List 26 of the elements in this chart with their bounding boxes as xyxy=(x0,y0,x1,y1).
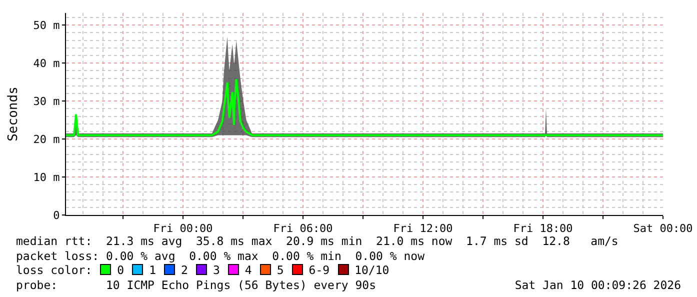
line-series xyxy=(66,78,663,136)
y-tick-label: 40 m xyxy=(33,56,60,70)
x-tick-label: Fri 06:00 xyxy=(273,222,333,236)
y-tick-label: 30 m xyxy=(33,94,60,108)
x-tick-label: Fri 00:00 xyxy=(153,222,213,236)
x-tick-label: Fri 12:00 xyxy=(393,222,453,236)
y-tick-label: 20 m xyxy=(33,132,60,146)
x-tick-label: Fri 18:00 xyxy=(513,222,573,236)
text: 4 xyxy=(244,263,252,277)
text: median rtt: 21.3 ms avg 35.8 ms max 20.9 ms min 21.0 ms now 1.7 ms sd 12.8 am/s xyxy=(16,234,618,248)
text: 10/10 xyxy=(354,263,390,277)
text: Sat Jan 10 00:09:26 2026 xyxy=(514,278,681,292)
text: packet loss: 0.00 % avg 0.00 % max 0.00 % min 0.00 % now xyxy=(16,248,424,262)
text: probe: 10 ICMP Echo Pings (56 Bytes) every 90s xyxy=(16,278,376,292)
text: 0 xyxy=(117,263,124,277)
y-tick-label: 50 m xyxy=(33,19,60,32)
text: 6-9 xyxy=(308,263,330,277)
text: loss color: xyxy=(16,263,92,277)
text: 3 xyxy=(212,263,220,277)
text: 2 xyxy=(181,263,188,277)
text: 1 xyxy=(149,263,156,277)
y-tick-label: 10 m xyxy=(33,170,60,184)
text: 5 xyxy=(276,263,284,277)
x-tick-label: Sat 00:00 xyxy=(633,222,693,236)
y-tick-label: 0 xyxy=(53,208,60,222)
y-axis-title: Seconds xyxy=(6,86,22,142)
